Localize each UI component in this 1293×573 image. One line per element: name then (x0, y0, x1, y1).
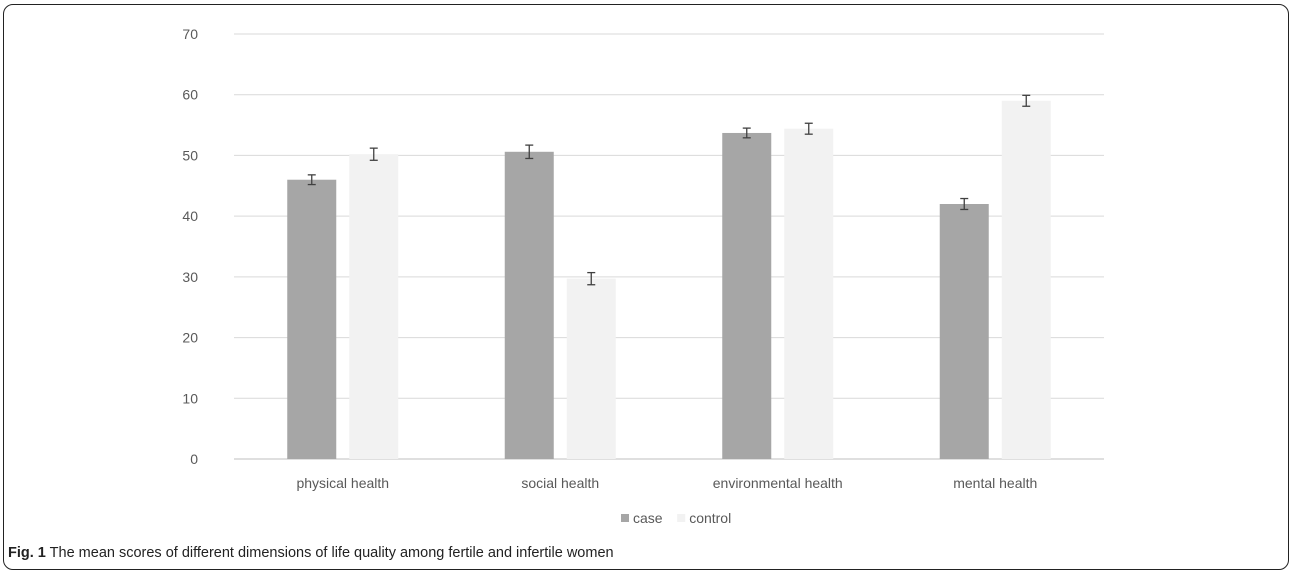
x-axis-categories: physical health social health environmenta… (296, 475, 1037, 491)
legend-swatch (677, 514, 686, 522)
bar-case (722, 132, 772, 459)
y-tick-label: 0 (190, 451, 198, 467)
legend-label: control (689, 510, 731, 526)
bar-control (349, 154, 399, 459)
y-tick-label: 40 (182, 208, 198, 224)
error-bar (587, 271, 596, 286)
error-bar (804, 122, 813, 135)
caption-label: Fig. 1 (8, 545, 46, 561)
bar-case (287, 179, 337, 459)
caption-text: The mean scores of different dimensions … (49, 545, 614, 561)
legend: case control (621, 510, 731, 526)
y-tick-label: 20 (182, 330, 198, 346)
x-category-label: mental health (953, 475, 1037, 491)
y-tick-label: 10 (182, 390, 198, 406)
error-bar (960, 197, 969, 211)
bars (287, 100, 1051, 460)
x-category-label: physical health (296, 475, 389, 491)
figure-caption: Fig. 1 The mean scores of different dime… (8, 545, 614, 561)
figure-frame (3, 4, 1289, 570)
bar-control (1001, 100, 1051, 460)
y-tick-label: 30 (182, 269, 198, 285)
error-bar (1022, 94, 1031, 107)
legend-item-control: control (677, 510, 731, 526)
error-bar (307, 174, 316, 186)
bar-control (566, 278, 616, 459)
x-category-label: environmental health (713, 475, 843, 491)
bar-case (504, 151, 554, 460)
y-tick-label: 70 (182, 26, 198, 42)
bar-chart: 0 10 20 30 40 50 60 70 physical health social he… (182, 26, 1104, 526)
error-bars (307, 94, 1031, 286)
y-axis-ticks: 0 10 20 30 40 50 60 70 (182, 26, 198, 467)
y-tick-label: 50 (182, 147, 198, 163)
error-bar (525, 144, 534, 160)
legend-label: case (633, 510, 663, 526)
x-category-label: social health (521, 475, 599, 491)
bar-control (784, 128, 834, 459)
bar-case (939, 204, 989, 459)
legend-item-case: case (621, 510, 663, 526)
legend-swatch (621, 514, 629, 522)
y-tick-label: 60 (182, 87, 198, 103)
error-bar (369, 147, 378, 161)
error-bar (742, 127, 751, 139)
